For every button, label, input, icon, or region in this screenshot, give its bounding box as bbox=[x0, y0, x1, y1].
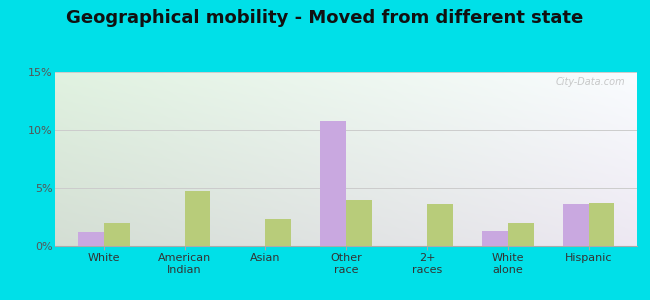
Bar bbox=[482, 231, 508, 246]
Bar bbox=[78, 232, 104, 246]
Bar bbox=[563, 204, 588, 246]
Bar bbox=[104, 223, 129, 246]
Bar bbox=[427, 204, 453, 246]
Bar bbox=[346, 200, 372, 246]
Text: Geographical mobility - Moved from different state: Geographical mobility - Moved from diffe… bbox=[66, 9, 584, 27]
Text: City-Data.com: City-Data.com bbox=[556, 77, 625, 87]
Bar bbox=[185, 191, 211, 246]
Bar bbox=[508, 223, 534, 246]
Bar bbox=[588, 203, 614, 246]
Bar bbox=[265, 219, 291, 246]
Bar bbox=[320, 121, 346, 246]
